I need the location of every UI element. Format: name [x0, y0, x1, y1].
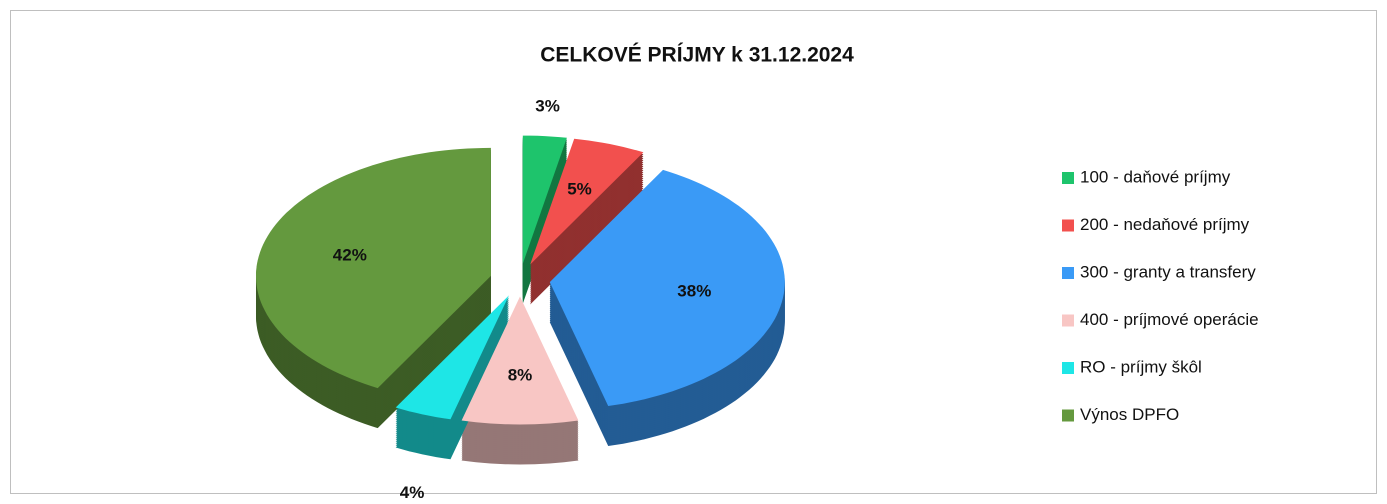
legend-label: 400 - príjmové operácie [1080, 310, 1259, 329]
slice [530, 138, 644, 265]
legend-swatch [1062, 362, 1074, 374]
slice [549, 169, 785, 406]
legend-swatch [1062, 267, 1074, 279]
legend-swatch [1062, 172, 1074, 184]
data-label: 4% [400, 483, 425, 502]
legend-label: 200 - nedaňové príjmy [1080, 215, 1250, 234]
legend-swatch [1062, 409, 1074, 422]
slice [256, 147, 491, 389]
legend-label: 300 - granty a transfery [1080, 262, 1256, 281]
data-label: 42% [333, 246, 367, 265]
legend-label: RO - príjmy škôl [1080, 357, 1202, 376]
slice [461, 296, 579, 425]
legend-label: 100 - daňové príjmy [1080, 167, 1231, 186]
chart-title: CELKOVÉ PRÍJMY k 31.12.2024 [540, 44, 854, 67]
slice [522, 135, 567, 264]
data-label: 5% [567, 179, 592, 198]
legend-swatch [1062, 219, 1074, 232]
data-label: 3% [535, 96, 560, 115]
legend-label: Výnos DPFO [1080, 405, 1179, 424]
data-label: 8% [508, 365, 533, 384]
data-label: 38% [677, 281, 711, 300]
legend-swatch [1062, 314, 1074, 327]
slice [395, 295, 509, 420]
